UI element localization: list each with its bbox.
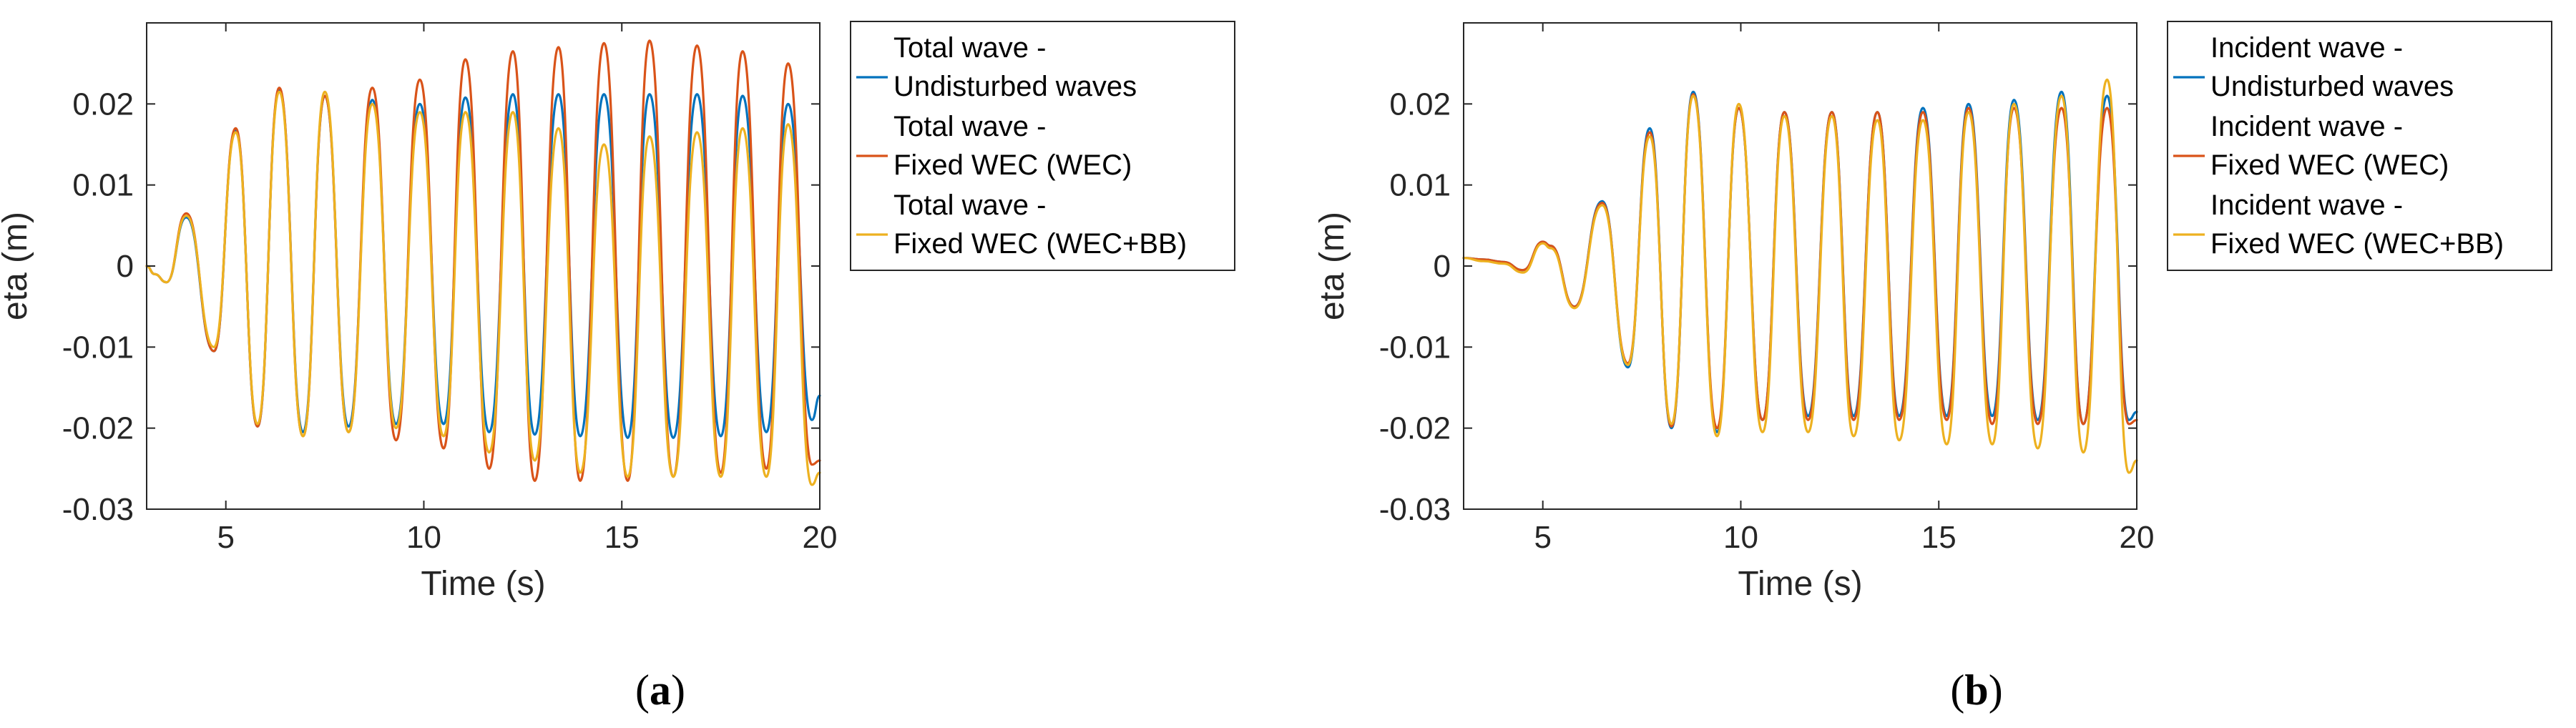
legend-label: Fixed WEC (WEC) xyxy=(893,149,1132,181)
y-tick-label: 0.02 xyxy=(1389,87,1451,122)
x-tick-label: 5 xyxy=(1534,520,1551,555)
y-tick-label: 0.01 xyxy=(72,168,134,203)
chart-panel-a: -0.03 -0.02 -0.01 0 0.01 0.02 5 10 15 20 Time (s) e… xyxy=(0,21,1235,714)
y-tick-label: -0.03 xyxy=(62,492,134,527)
chart-panel-b: -0.03 -0.02 -0.01 0 0.01 0.02 5 10 15 20 Time (s) e… xyxy=(1313,21,2552,714)
y-axis-label: eta (m) xyxy=(0,212,34,320)
legend-label: Undisturbed waves xyxy=(2210,71,2454,102)
legend-box xyxy=(850,21,1235,271)
y-tick-label: -0.02 xyxy=(1379,411,1451,446)
x-axis-label: Time (s) xyxy=(1738,565,1862,603)
x-tick-label: 10 xyxy=(1723,520,1758,555)
series-group xyxy=(1462,78,2138,474)
legend-label: Incident wave - xyxy=(2210,190,2403,221)
x-tick-label: 15 xyxy=(1921,520,1957,555)
legend-label: Total wave - xyxy=(893,32,1046,64)
series-line-3 xyxy=(1462,78,2138,474)
x-tick-label: 5 xyxy=(217,520,234,555)
x-tick-label: 10 xyxy=(406,520,441,555)
y-tick-label: -0.03 xyxy=(1379,492,1451,527)
panel-caption: (a) xyxy=(635,666,685,714)
x-axis-label: Time (s) xyxy=(421,565,545,603)
legend-label: Total wave - xyxy=(893,190,1046,221)
y-axis-label: eta (m) xyxy=(1313,212,1351,320)
legend: Total wave - Undisturbed waves Total wave … xyxy=(850,21,1235,271)
legend-label: Fixed WEC (WEC+BB) xyxy=(893,228,1187,260)
legend-label: Undisturbed waves xyxy=(893,71,1137,102)
plot-area xyxy=(1464,23,2137,509)
y-tick-label: -0.02 xyxy=(62,411,134,446)
legend-label: Fixed WEC (WEC) xyxy=(2210,149,2449,181)
y-tick-label: 0 xyxy=(1434,249,1451,284)
y-tick-label: 0 xyxy=(117,249,134,284)
x-tick-label: 15 xyxy=(604,520,640,555)
x-tick-label: 20 xyxy=(803,520,838,555)
y-tick-label: -0.01 xyxy=(1379,330,1451,365)
legend-label: Total wave - xyxy=(893,111,1046,142)
y-tick-label: 0.01 xyxy=(1389,168,1451,203)
legend-label: Incident wave - xyxy=(2210,111,2403,142)
legend-box xyxy=(2167,21,2552,271)
panel-caption: (b) xyxy=(1950,666,2002,714)
y-tick-label: 0.02 xyxy=(72,87,134,122)
x-tick-label: 20 xyxy=(2120,520,2155,555)
y-tick-label: -0.01 xyxy=(62,330,134,365)
legend: Incident wave - Undisturbed waves Incident… xyxy=(2167,21,2552,271)
legend-label: Fixed WEC (WEC+BB) xyxy=(2210,228,2504,260)
legend-label: Incident wave - xyxy=(2210,32,2403,64)
series-line-3 xyxy=(145,90,821,486)
series-group xyxy=(145,39,821,486)
